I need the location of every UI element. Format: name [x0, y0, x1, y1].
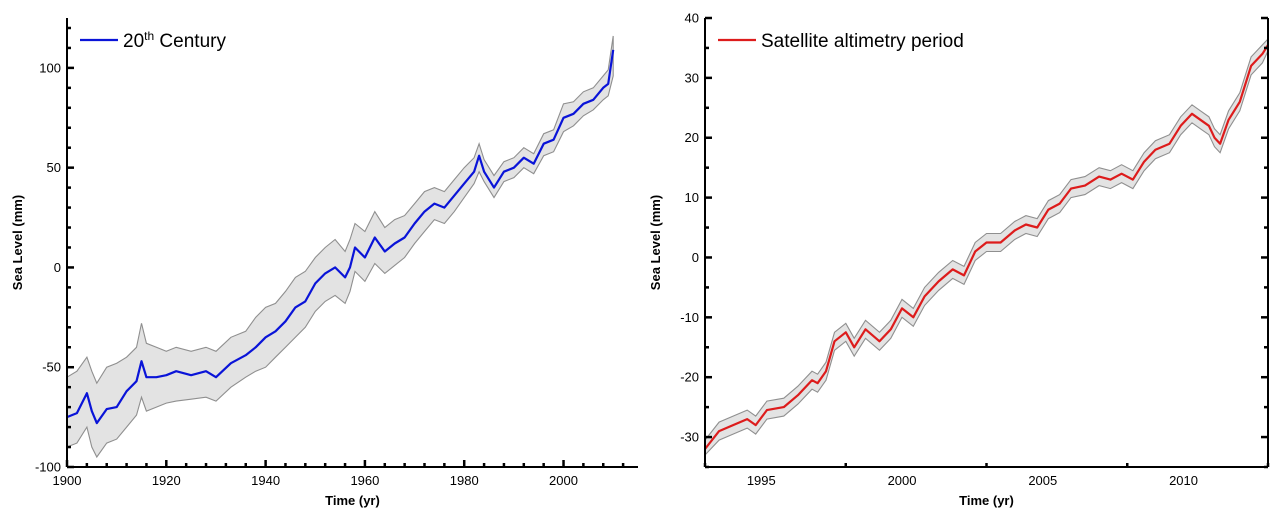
- y-tick-label: -50: [42, 360, 61, 375]
- chart-satellite-altimetry: -30 -20 -10 0 10 20 30 40 1995 2000 2005 2010 Time (…: [648, 11, 1270, 508]
- y-axis-title: Sea Level (mm): [10, 195, 25, 290]
- x-tick-label: 1940: [251, 473, 280, 488]
- y-tick-label: 10: [685, 190, 699, 205]
- series-line-0: [66, 49, 615, 425]
- x-tick-label: 1980: [450, 473, 479, 488]
- y-tick-label: 20: [685, 130, 699, 145]
- y-tick-label: 30: [685, 70, 699, 85]
- x-tick-label: 2005: [1028, 473, 1057, 488]
- y-tick-label: 0: [54, 260, 61, 275]
- y-tick-label: 40: [685, 11, 699, 26]
- y-tick-label: -30: [680, 430, 699, 445]
- chart-20th-century: -100 -50 0 50 100 1900 1920 1940 1960 1980 2000 Tim…: [10, 18, 638, 508]
- x-tick-label: 2000: [888, 473, 917, 488]
- uncertainty-band-0: [66, 35, 614, 459]
- x-axis-title: Time (yr): [325, 493, 380, 508]
- y-axis-title: Sea Level (mm): [648, 195, 663, 290]
- y-tick-label: 0: [692, 250, 699, 265]
- x-tick-label: 1960: [350, 473, 379, 488]
- y-tick-label: -10: [680, 310, 699, 325]
- series-line-0: [704, 44, 1269, 450]
- y-tick-label: 100: [39, 60, 61, 75]
- x-tick-label: 2000: [549, 473, 578, 488]
- y-tick-label: -100: [35, 460, 61, 475]
- x-tick-label: 2010: [1169, 473, 1198, 488]
- x-tick-label: 1920: [152, 473, 181, 488]
- x-axis-title: Time (yr): [959, 493, 1014, 508]
- y-tick-label: -20: [680, 370, 699, 385]
- x-tick-label: 1995: [747, 473, 776, 488]
- x-tick-label: 1900: [53, 473, 82, 488]
- y-tick-label: 50: [47, 160, 61, 175]
- legend-label: Satellite altimetry period: [761, 31, 964, 52]
- uncertainty-band-0: [704, 37, 1269, 457]
- legend-label: 20th Century: [123, 29, 226, 52]
